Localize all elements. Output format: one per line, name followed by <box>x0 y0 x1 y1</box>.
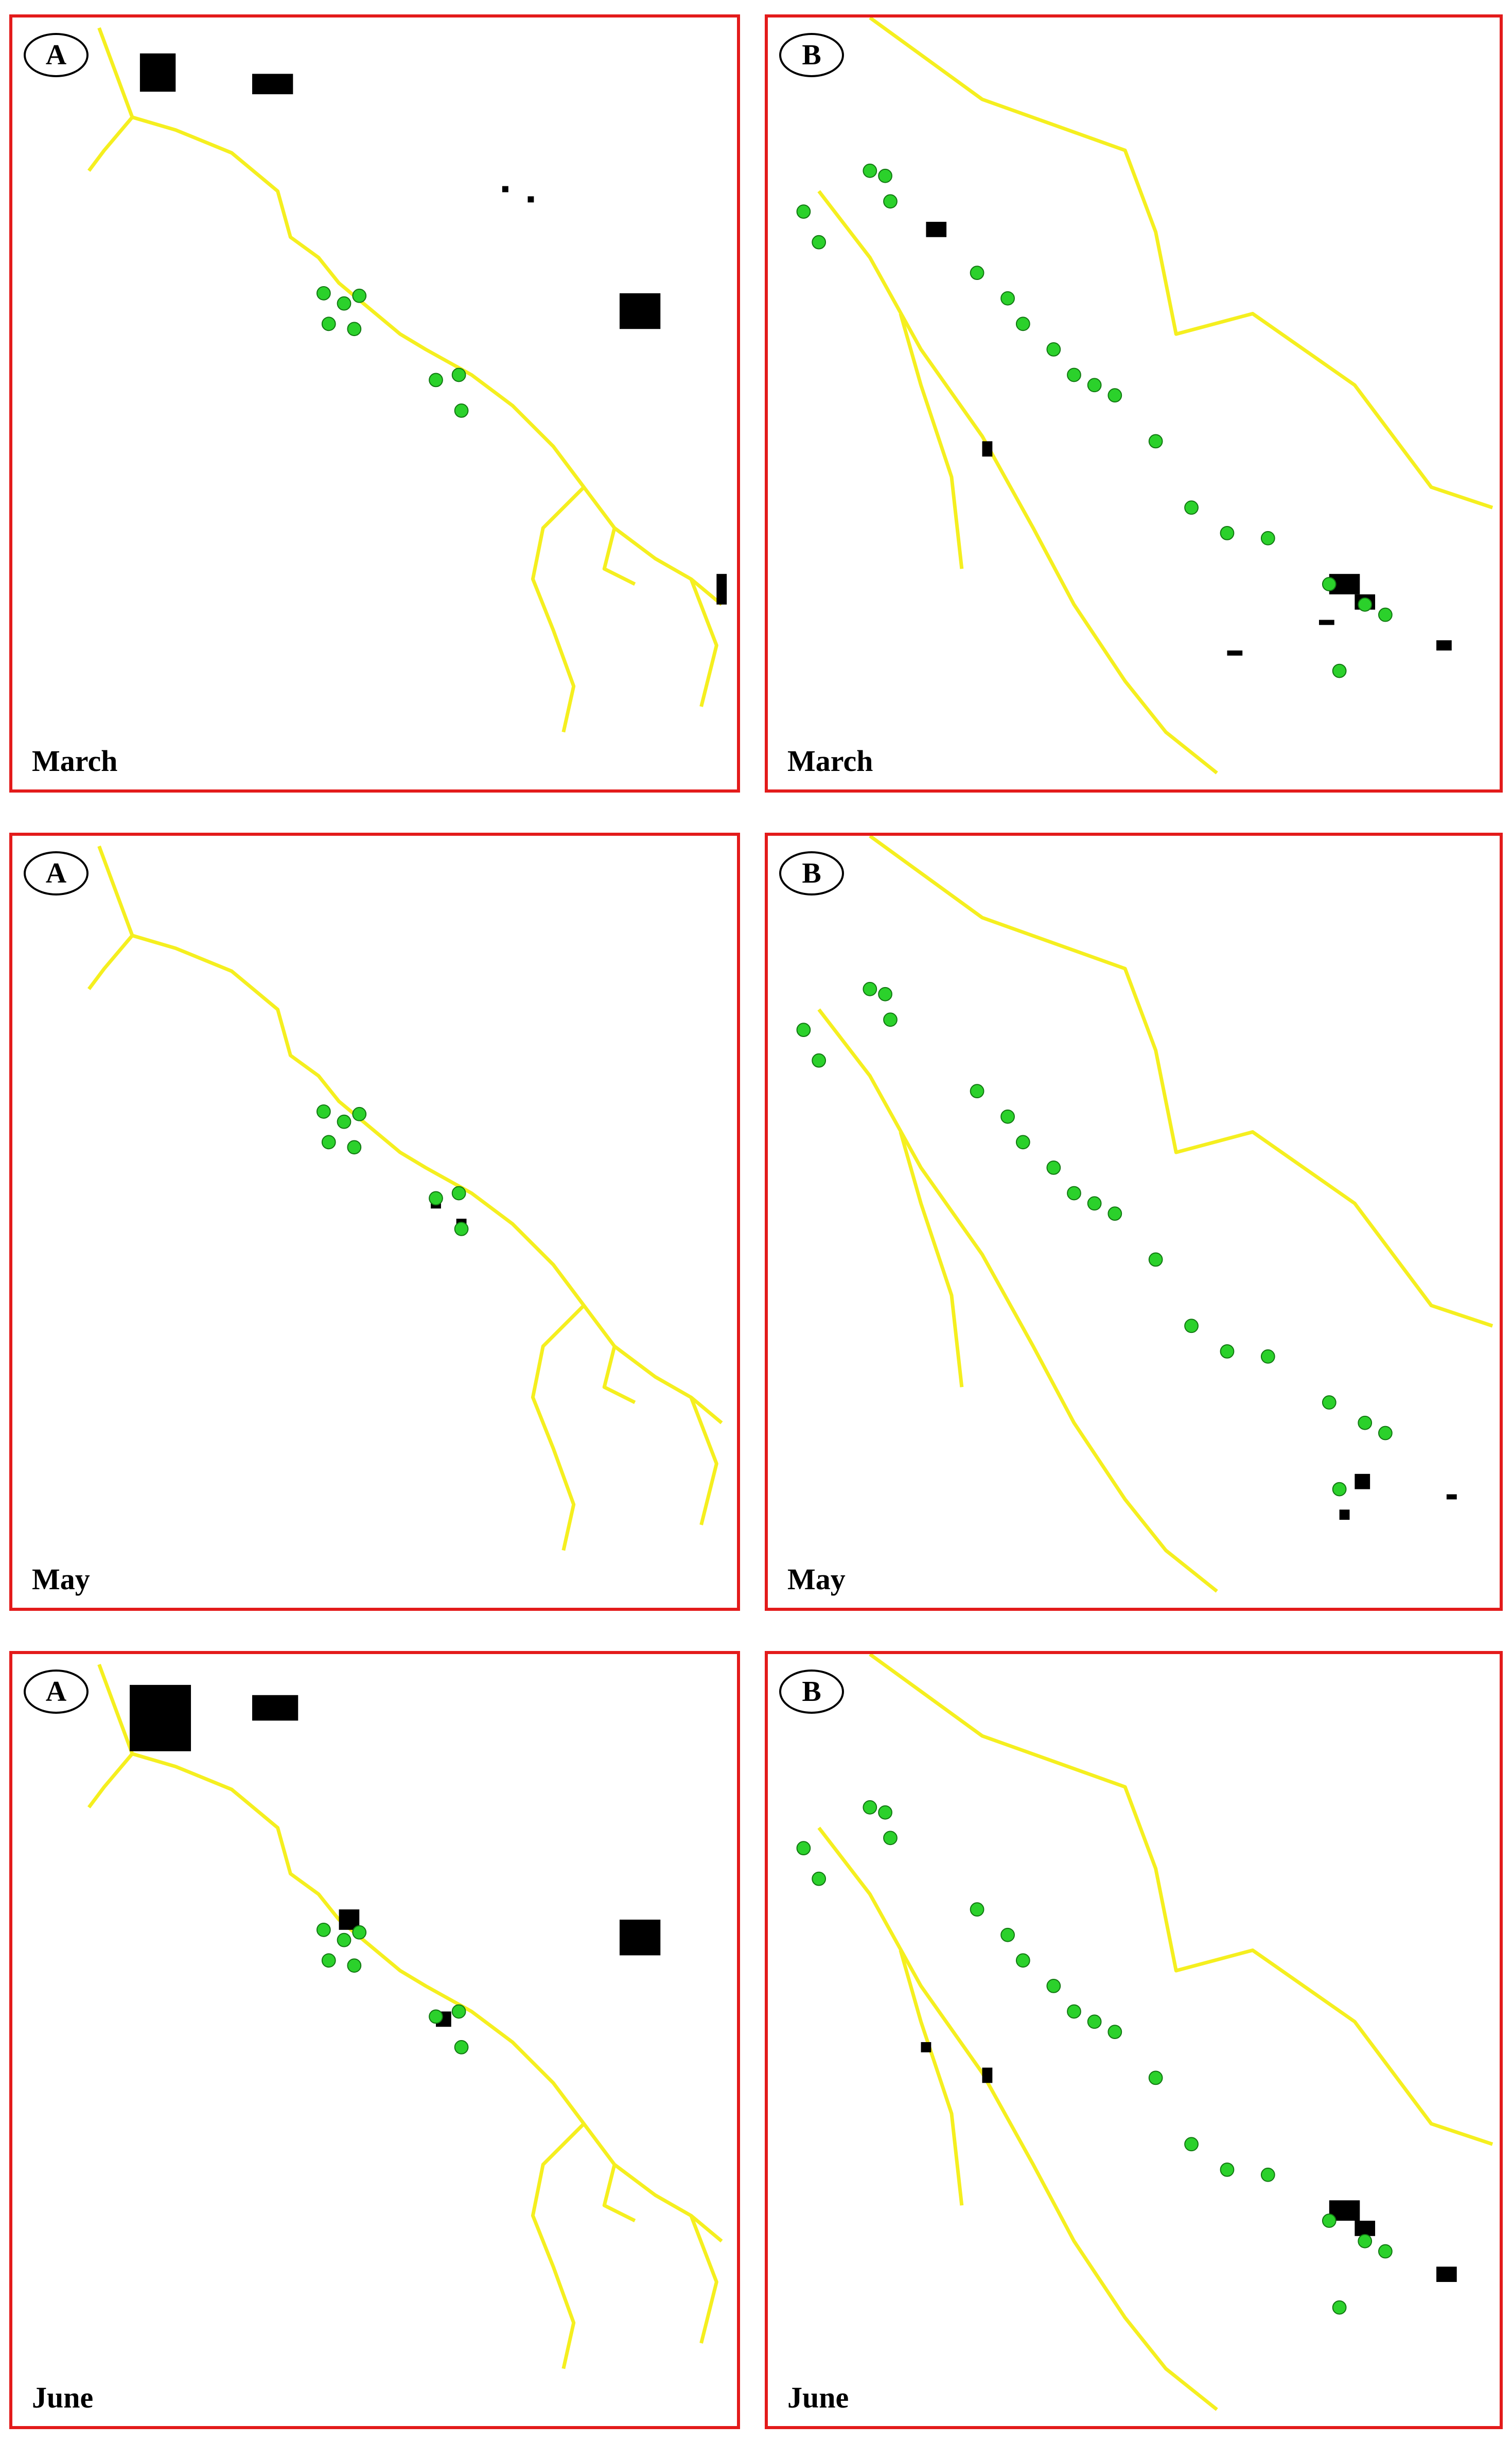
map-a-march <box>87 27 727 733</box>
coastline <box>87 27 723 733</box>
month-label: May <box>787 1562 846 1596</box>
month-label: June <box>32 2381 94 2414</box>
map-a-may <box>87 846 723 1551</box>
coastline <box>817 17 1493 775</box>
panel-b-march: B March <box>765 14 1503 793</box>
stations <box>796 1800 1393 2315</box>
month-label: June <box>787 2381 849 2414</box>
coastline <box>87 846 723 1551</box>
panel-letter-badge: B <box>779 33 844 77</box>
panel-a-june: A June <box>9 1651 740 2429</box>
coastline <box>817 1654 1493 2411</box>
map-b-june <box>796 1654 1493 2411</box>
map-a-june <box>87 1664 723 2369</box>
stations <box>316 286 469 418</box>
stations <box>316 1922 469 2054</box>
panel-letter-badge: B <box>779 1670 844 1714</box>
month-label: March <box>787 744 873 778</box>
panel-a-may: A May <box>9 833 740 1611</box>
panel-letter-badge: A <box>24 1670 89 1714</box>
panel-b-may: B May <box>765 833 1503 1611</box>
stations <box>316 1104 469 1236</box>
detections <box>926 221 1452 656</box>
map-b-may <box>796 836 1493 1593</box>
stations <box>796 981 1393 1497</box>
detections <box>130 1684 661 2027</box>
panel-letter-badge: B <box>779 851 844 895</box>
detections <box>1339 1473 1457 1520</box>
panel-letter-badge: A <box>24 33 89 77</box>
panel-b-june: B June <box>765 1651 1503 2429</box>
detections <box>139 53 727 605</box>
month-label: March <box>32 744 118 778</box>
panel-a-march: A March <box>9 14 740 793</box>
map-b-march <box>796 17 1493 775</box>
detections <box>921 2042 1457 2282</box>
stations <box>796 163 1393 678</box>
coastline <box>817 836 1493 1593</box>
coastline <box>87 1664 723 2369</box>
panel-letter-badge: A <box>24 851 89 895</box>
month-label: May <box>32 1562 90 1596</box>
